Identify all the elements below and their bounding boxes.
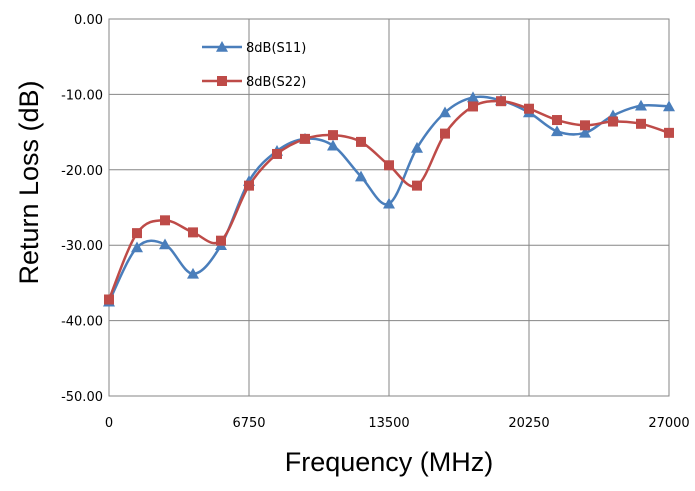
x-axis-title: Frequency (MHz) <box>285 447 494 477</box>
data-point-marker <box>300 133 310 144</box>
y-tick-label: -30.00 <box>61 239 103 254</box>
data-point-marker <box>551 125 563 137</box>
data-point-marker <box>608 116 618 127</box>
x-tick-label: 27000 <box>648 416 689 431</box>
x-tick-label: 0 <box>105 416 113 431</box>
series <box>103 91 675 307</box>
data-point-marker <box>328 130 338 141</box>
data-point-marker <box>439 106 451 118</box>
y-tick-label: -10.00 <box>61 88 103 103</box>
data-point-marker <box>412 180 422 191</box>
data-point-marker <box>496 96 506 107</box>
data-point-marker <box>468 101 478 112</box>
data-point-marker <box>187 267 199 279</box>
data-point-marker <box>188 227 198 238</box>
y-tick-label: -40.00 <box>61 315 103 330</box>
data-point-marker <box>160 215 170 226</box>
data-point-marker <box>524 103 534 114</box>
legend-item: 8dB(S11) <box>202 41 306 56</box>
legend-item: 8dB(S22) <box>202 75 306 90</box>
legend: 8dB(S11) 8dB(S22) <box>202 41 306 90</box>
legend-label: 8dB(S22) <box>246 75 306 90</box>
data-point-marker <box>636 118 646 129</box>
y-tick-label: -20.00 <box>61 164 103 179</box>
data-point-marker <box>132 228 142 239</box>
data-point-marker <box>244 180 254 191</box>
plot-area-frame <box>108 18 670 397</box>
data-point-marker <box>383 197 395 209</box>
data-point-marker <box>467 91 479 103</box>
y-tick-label: 0.00 <box>74 13 103 28</box>
data-point-marker <box>355 170 367 182</box>
data-point-marker <box>104 294 114 305</box>
x-tick-label: 20250 <box>508 416 549 431</box>
data-point-marker <box>440 128 450 139</box>
legend-marker <box>216 41 228 52</box>
data-point-marker <box>580 120 590 131</box>
data-point-marker <box>131 241 143 253</box>
series-2 <box>104 96 674 305</box>
y-axis-title: Return Loss (dB) <box>14 80 44 284</box>
data-point-marker <box>272 148 282 159</box>
y-tick-label: -50.00 <box>61 390 103 405</box>
data-point-marker <box>664 127 674 138</box>
data-point-marker <box>663 100 675 112</box>
data-point-marker <box>159 238 171 250</box>
legend-label: 8dB(S11) <box>246 41 306 56</box>
data-point-marker <box>327 139 339 151</box>
x-tick-label: 13500 <box>368 416 409 431</box>
data-point-marker <box>411 141 423 153</box>
data-point-marker <box>635 99 647 111</box>
data-point-marker <box>552 115 562 126</box>
data-point-marker <box>356 136 366 147</box>
data-point-marker <box>384 160 394 171</box>
data-point-marker <box>579 126 591 138</box>
x-tick-label: 6750 <box>232 416 265 431</box>
tick-labels: 0.00 -10.00 -20.00 -30.00 -40.00 -50.000 6750 1… <box>61 13 690 431</box>
legend-marker <box>217 76 227 86</box>
data-point-marker <box>216 235 226 246</box>
